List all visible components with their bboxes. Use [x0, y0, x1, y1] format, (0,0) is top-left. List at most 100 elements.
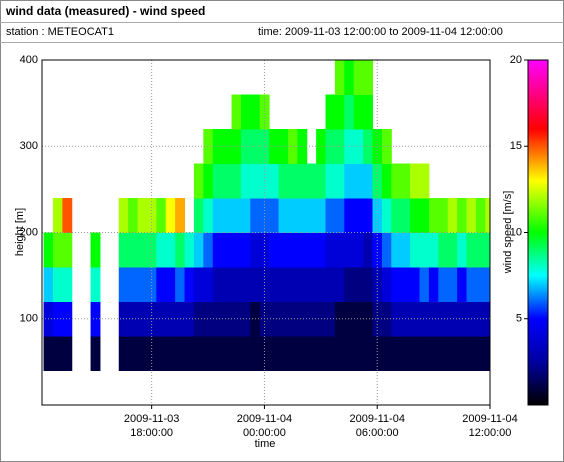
heat-cell — [306, 163, 317, 199]
heat-cell — [457, 336, 468, 371]
heat-cell — [381, 198, 392, 233]
heat-cell — [325, 94, 336, 130]
heat-cell — [52, 232, 63, 268]
heat-cell — [212, 198, 223, 233]
heat-cell — [475, 232, 486, 268]
x-tick-label: 2009-11-04 00:00:00 — [237, 413, 292, 439]
heat-cell — [165, 198, 176, 233]
heat-cell — [400, 336, 411, 371]
heat-cell — [287, 232, 298, 268]
heat-cell — [222, 163, 233, 199]
heat-cell — [156, 336, 167, 371]
colorbar-label: wind speed [m/s] — [502, 191, 514, 275]
x-axis-label: time — [255, 438, 276, 450]
heat-cell — [287, 129, 298, 164]
heat-cell — [419, 336, 430, 371]
heat-cell — [485, 232, 490, 268]
heat-cell — [400, 267, 411, 302]
colorbar-tick-label: 5 — [516, 313, 522, 325]
heat-cell — [363, 301, 374, 337]
station-label: station : METEOCAT1 — [6, 26, 114, 38]
heat-cell — [118, 336, 129, 371]
heat-cell — [156, 301, 167, 337]
heat-cell — [137, 336, 148, 371]
heat-cell — [363, 336, 374, 371]
heat-cell — [457, 267, 468, 302]
heat-cell — [231, 94, 242, 130]
heat-cell — [62, 301, 73, 337]
heat-cell — [457, 232, 468, 268]
heat-cell — [306, 232, 317, 268]
heat-cell — [156, 198, 167, 233]
heat-cell — [344, 232, 355, 268]
heat-cell — [438, 336, 449, 371]
heat-cell — [222, 336, 233, 371]
colorbar-tick-label: 15 — [510, 140, 522, 152]
heat-cell — [278, 301, 289, 337]
heat-cell — [278, 336, 289, 371]
heat-cell — [334, 232, 345, 268]
heat-cell — [297, 198, 308, 233]
heat-cell — [90, 336, 101, 371]
heat-cell — [118, 267, 129, 302]
heat-cell — [381, 267, 392, 302]
heat-cell — [438, 198, 449, 233]
heat-cell — [400, 198, 411, 233]
heat-cell — [372, 267, 383, 302]
heat-cell — [62, 198, 73, 233]
heat-cell — [231, 163, 242, 199]
chart-title: wind data (measured) - wind speed — [5, 4, 205, 18]
heat-cell — [128, 198, 139, 233]
heat-cell — [184, 267, 195, 302]
heat-cell — [419, 267, 430, 302]
x-tick-label: 2009-11-04 06:00:00 — [349, 413, 404, 439]
heat-cell — [325, 232, 336, 268]
heat-cell — [306, 336, 317, 371]
colorbar-tick-label: 20 — [510, 54, 522, 66]
heat-cell — [165, 267, 176, 302]
heat-cell — [334, 94, 345, 130]
heat-cell — [447, 336, 458, 371]
heat-cell — [212, 232, 223, 268]
heat-cell — [278, 198, 289, 233]
heat-cell — [325, 336, 336, 371]
heat-cell — [231, 232, 242, 268]
heat-cell — [193, 336, 204, 371]
heat-cell — [165, 336, 176, 371]
heat-cell — [475, 336, 486, 371]
heat-cell — [269, 232, 280, 268]
heat-cell — [344, 267, 355, 302]
heat-cell — [391, 336, 402, 371]
heat-cell — [363, 267, 374, 302]
heat-cell — [118, 198, 129, 233]
heat-cell — [363, 60, 374, 95]
heat-cell — [438, 232, 449, 268]
heat-cell — [344, 198, 355, 233]
heat-cell — [344, 94, 355, 130]
heat-cell — [184, 336, 195, 371]
heat-cell — [353, 129, 364, 164]
heat-cell — [353, 267, 364, 302]
heat-cell — [165, 232, 176, 268]
heat-cell — [297, 232, 308, 268]
heat-cell — [203, 267, 214, 302]
heat-cell — [353, 163, 364, 199]
heat-cell — [250, 163, 261, 199]
heat-cell — [438, 301, 449, 337]
heat-cell — [193, 232, 204, 268]
heat-cell — [381, 129, 392, 164]
heat-cell — [212, 267, 223, 302]
heat-cell — [391, 198, 402, 233]
heat-cell — [128, 336, 139, 371]
heat-cell — [175, 267, 186, 302]
heat-cell — [485, 301, 490, 337]
heat-cell — [297, 301, 308, 337]
heat-cell — [128, 267, 139, 302]
y-tick-label: 300 — [20, 140, 38, 152]
heat-cell — [259, 267, 270, 302]
heat-cell — [306, 198, 317, 233]
heat-cell — [259, 336, 270, 371]
heat-cell — [222, 301, 233, 337]
heat-cell — [231, 129, 242, 164]
